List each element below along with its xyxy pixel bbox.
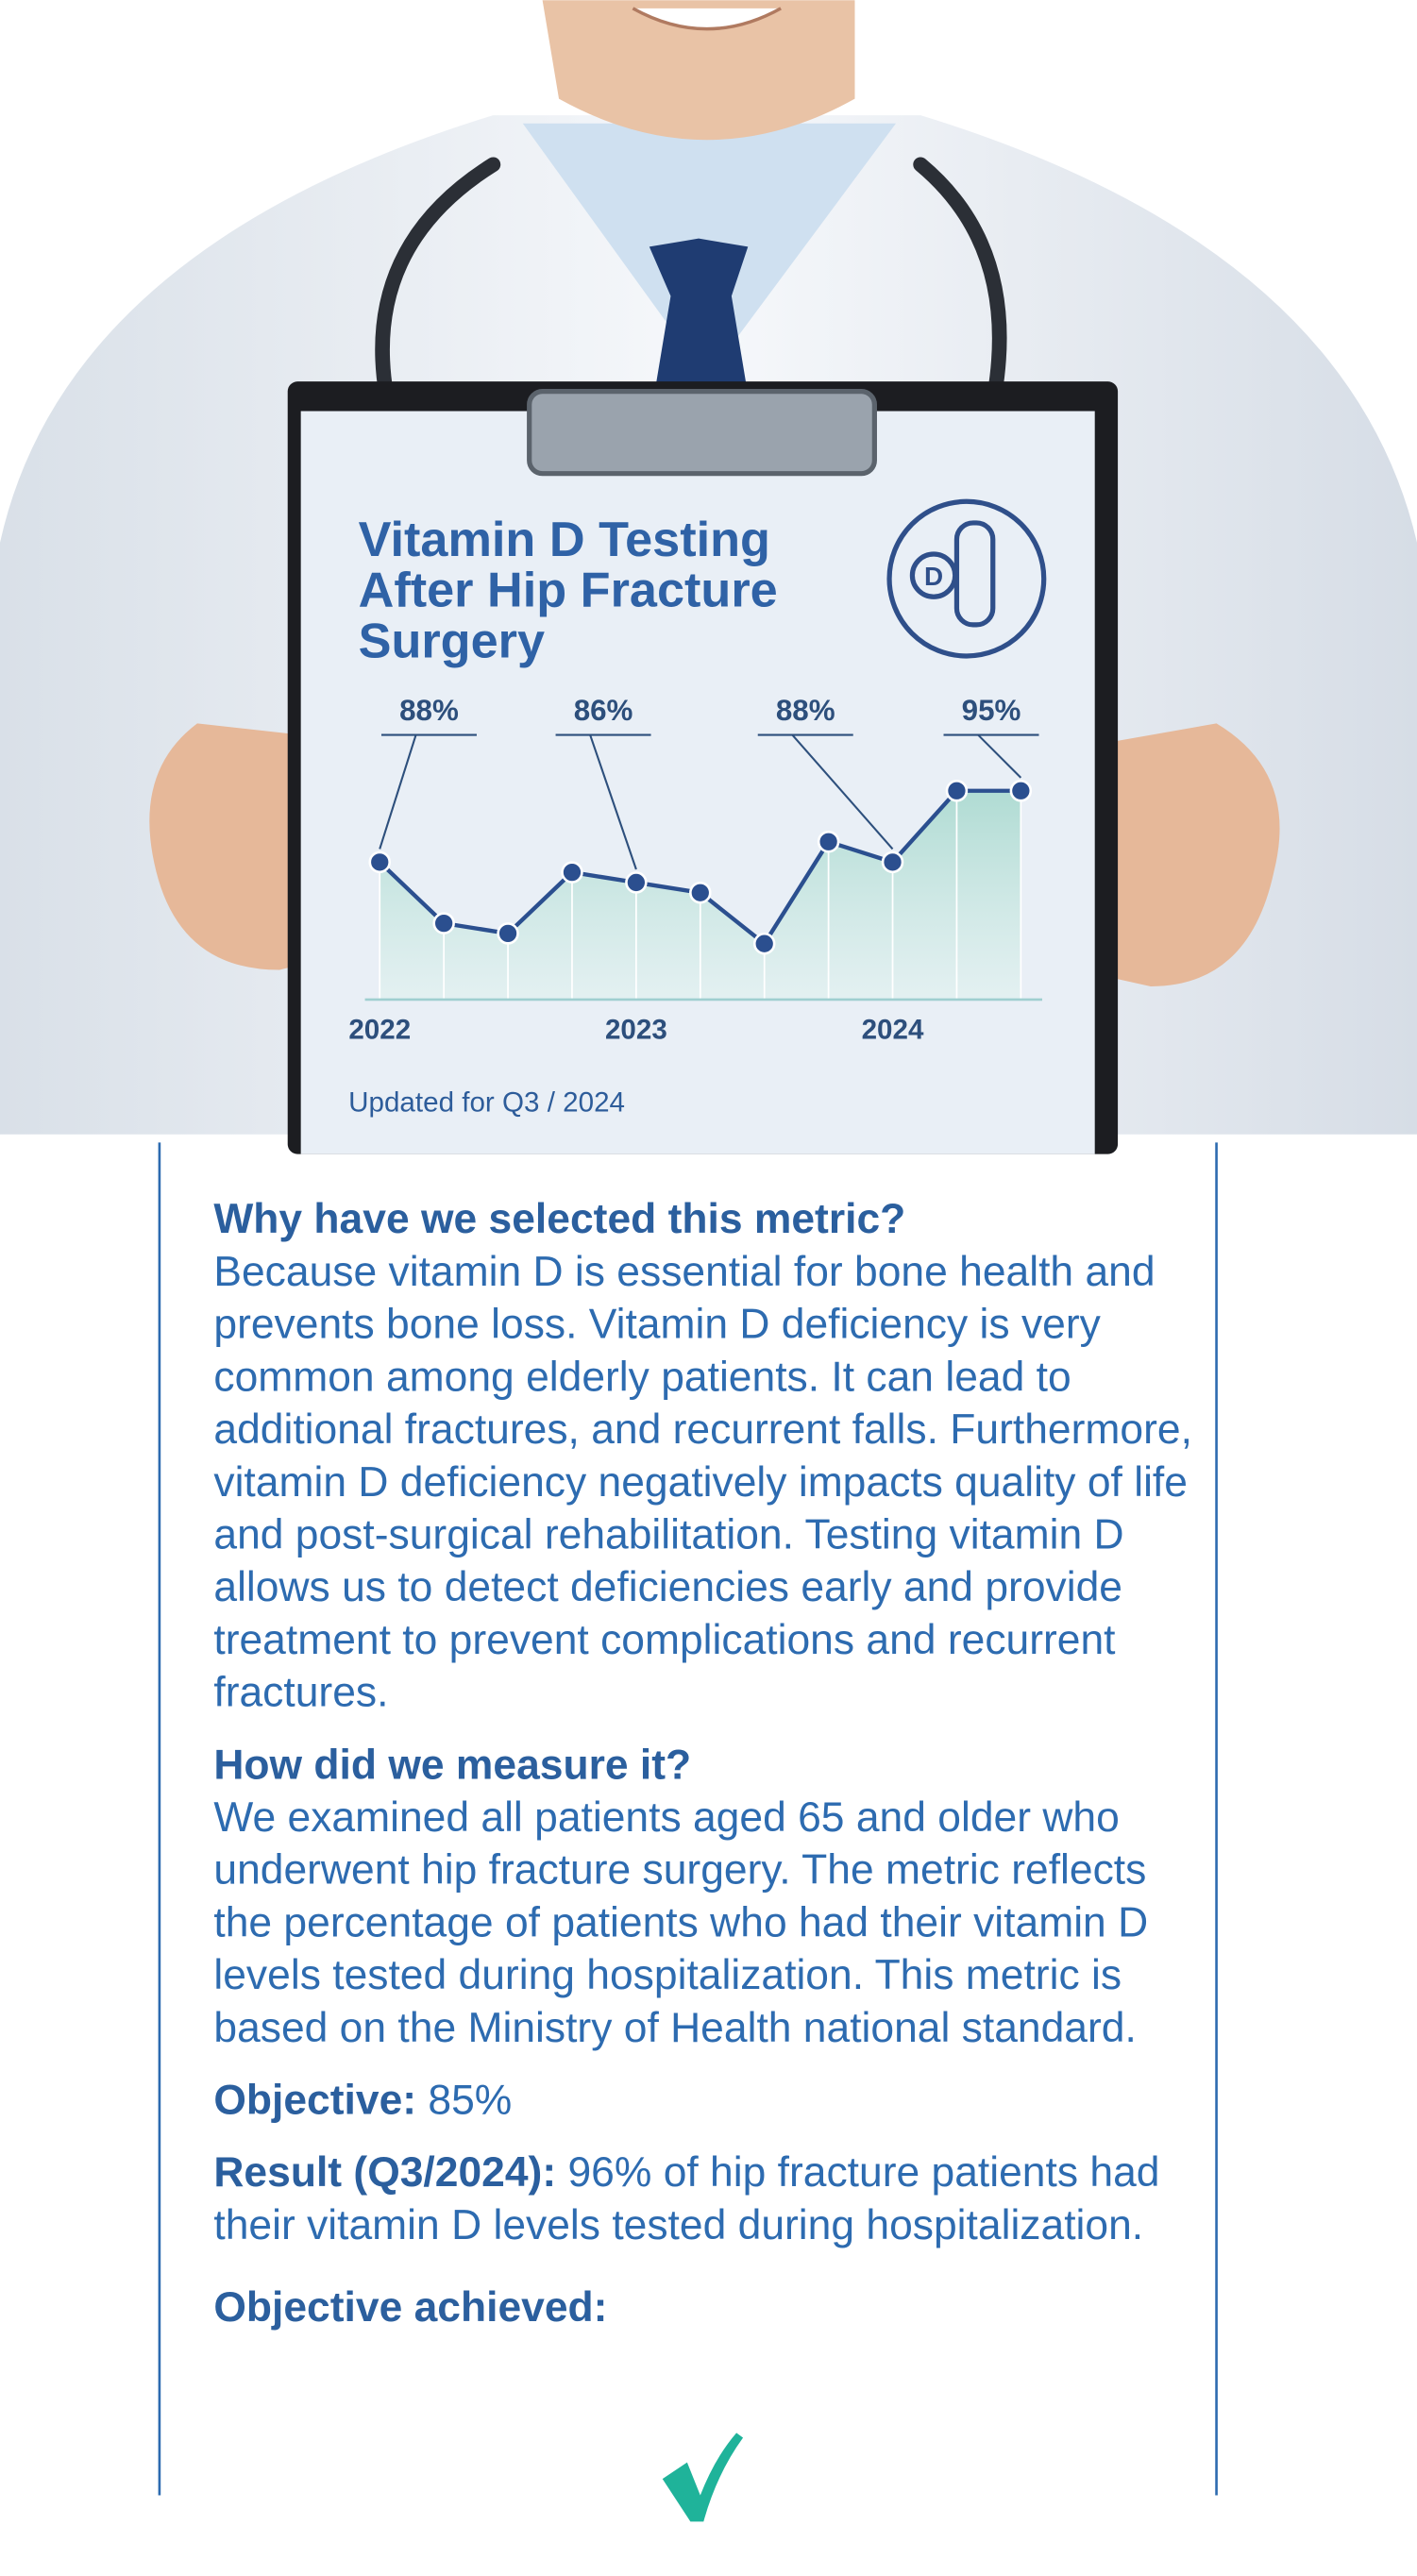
svg-text:D: D [924, 562, 943, 591]
leader-line [791, 733, 894, 850]
result-label: Result (Q3/2024): [213, 2149, 557, 2197]
chart: 88% 86% 88% 95% 2022 2023 2024 [348, 694, 1042, 1046]
achieved: Objective achieved: [213, 2281, 1200, 2334]
clipboard [287, 381, 1119, 1154]
test-tube-icon: D [886, 498, 1047, 659]
objective: Objective: 85% [213, 2075, 1200, 2128]
marker [368, 850, 391, 874]
marker [561, 861, 583, 884]
data-label: 86% [574, 694, 633, 727]
check-mark [662, 2433, 744, 2522]
data-label: 95% [962, 694, 1021, 727]
objective-value: 85% [428, 2078, 513, 2124]
section-heading: How did we measure it? [213, 1742, 692, 1789]
achieved-label: Objective achieved: [213, 2284, 608, 2332]
text-content: Why have we selected this metric? Becaus… [213, 1193, 1200, 2333]
marker [752, 932, 776, 955]
x-tick-label: 2022 [348, 1015, 411, 1046]
marker [432, 912, 455, 934]
leader-line [589, 734, 637, 870]
result: Result (Q3/2024): 96% of hip fracture pa… [213, 2147, 1200, 2251]
chart-title: Vitamin D Testing After Hip Fracture Sur… [358, 514, 778, 669]
text-panel: Why have we selected this metric? Becaus… [213, 1193, 1200, 2333]
marker [497, 922, 519, 945]
marker [625, 871, 648, 894]
marker [689, 881, 712, 904]
section-heading: Why have we selected this metric? [213, 1196, 906, 1243]
section-body: We examined all patients aged 65 and old… [213, 1794, 1149, 2052]
marker [817, 830, 840, 853]
x-tick-label: 2023 [605, 1015, 667, 1046]
x-tick-label: 2024 [862, 1015, 924, 1046]
footnote: Updated for Q3 / 2024 [348, 1086, 625, 1118]
marker [1009, 780, 1033, 802]
marker [945, 780, 969, 802]
data-label: 88% [399, 694, 459, 727]
chart-title-box: Vitamin D Testing After Hip Fracture Sur… [358, 514, 778, 669]
result-text: 96% of hip fracture patients had their v… [213, 2149, 1160, 2249]
leader-line [379, 734, 417, 850]
section-body: Because vitamin D is essential for bone … [213, 1249, 1192, 1717]
objective-label: Objective: [213, 2078, 417, 2124]
marker [881, 850, 904, 874]
data-label: 88% [776, 694, 835, 727]
leader-line [977, 733, 1022, 779]
